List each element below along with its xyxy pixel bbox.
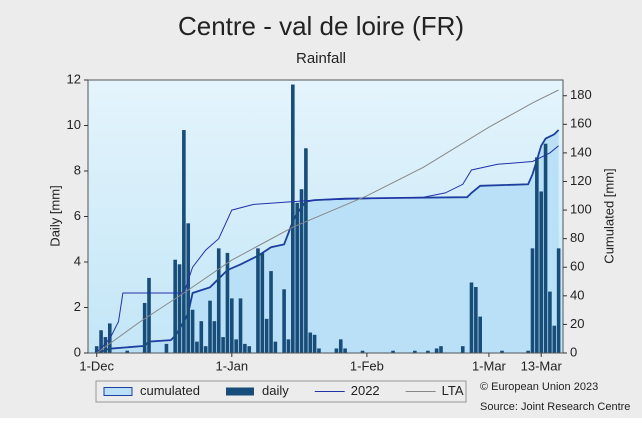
chart-title: Centre - val de loire (FR) [178,11,464,41]
copyright: © European Union 2023 [480,381,598,393]
y-tick-label: 4 [74,253,81,268]
bar [526,350,530,353]
y2-tick-label: 160 [570,116,592,131]
y2-tick-label: 40 [570,287,584,302]
legend-label: cumulated [140,383,200,398]
y-tick-label: 6 [74,208,81,223]
y-tick-label: 10 [67,117,81,132]
bar [474,287,478,353]
bar [548,291,552,353]
bar [234,339,238,353]
legend-label: 2022 [351,383,380,398]
bar [552,325,557,353]
y2-tick-label: 100 [570,202,592,217]
x-tick-label: 1-Dec [79,358,114,373]
y-tick-label: 0 [74,344,81,359]
line [96,145,559,354]
bar [199,321,204,353]
bar [282,289,286,353]
bar [360,350,365,353]
x-tick-label: 1-Feb [350,358,384,373]
bar [295,202,299,353]
y2-tick-label: 120 [570,173,592,188]
bar [212,321,217,353]
bar [99,330,103,353]
bar [230,298,234,353]
bar [173,259,177,353]
bar [539,191,544,353]
x-tick-label: 1-Mar [472,358,507,373]
x-tick-label: 13-Mar [521,358,563,373]
bar [125,350,130,353]
bar [243,343,247,353]
y2-tick-label: 80 [570,230,584,245]
legend-swatch [225,387,254,396]
bar [273,341,278,353]
bar [164,343,169,353]
bar [469,282,474,353]
bar [317,348,321,353]
bar [434,348,439,353]
area [96,130,559,353]
bar [247,346,252,353]
bar [338,339,343,353]
bar [460,346,465,353]
bar [94,346,99,353]
bar [195,341,199,353]
bar [312,334,317,353]
bar [238,298,243,353]
bar [269,271,273,353]
y-tick-label: 2 [74,299,81,314]
bar [208,300,212,353]
bar [190,309,195,353]
bar [177,264,182,353]
y-tick-label: 12 [67,71,81,86]
bar [543,143,548,353]
y-axis-label: Daily [mm] [47,185,62,246]
y2-tick-label: 180 [570,87,592,102]
line [96,89,559,354]
y2-tick-label: 20 [570,316,584,331]
bar [413,350,417,353]
bar [225,252,230,353]
y2-tick-label: 140 [570,144,592,159]
bar [142,302,147,353]
y2-tick-label: 60 [570,259,584,274]
legend-swatch [103,387,133,396]
bar [556,248,561,353]
bar [264,318,269,353]
x-tick-label: 1-Jan [216,358,249,373]
bar [535,157,539,353]
bar [291,84,295,354]
bar [343,348,347,353]
bar [308,332,313,353]
bar [256,248,260,353]
bar [391,350,395,353]
bar [103,337,108,353]
y2-axis-label: Cumulated [mm] [601,168,616,263]
bar [426,350,430,353]
legend-label: LTA [442,383,464,398]
bar [530,248,535,353]
bar [182,130,186,353]
bar [439,346,443,353]
bar [478,316,483,353]
bar [299,189,304,353]
bar [186,223,191,353]
chart-subtitle: Rainfall [296,50,346,67]
legend-box [95,380,467,403]
y2-tick-label: 0 [570,344,577,359]
y-tick-label: 8 [74,162,81,177]
bar [221,337,225,353]
legend-label: daily [262,383,289,398]
bar [203,346,208,353]
bar [260,252,265,353]
source: Source: Joint Research Centre [480,401,630,413]
bar [334,348,339,353]
bar [500,350,504,353]
bar [304,148,308,353]
bar [286,339,291,353]
bar [216,248,221,353]
